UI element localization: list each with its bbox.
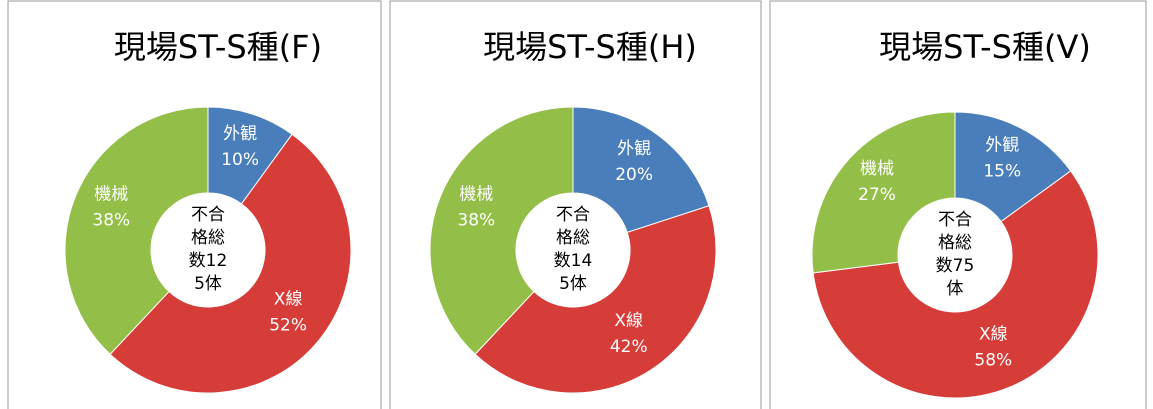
category-label: X線 <box>979 325 1008 345</box>
value-label: 20% <box>615 165 653 185</box>
donut-segment <box>954 111 1072 223</box>
panel <box>769 0 1147 409</box>
donut-segment <box>572 106 710 234</box>
value-label: 15% <box>983 161 1021 181</box>
donut-segment <box>429 106 574 355</box>
center-label: 不合格総数75体 <box>935 210 975 299</box>
category-label: X線 <box>274 289 303 309</box>
donut-segment <box>109 133 352 394</box>
category-label: 機械 <box>860 159 894 179</box>
donut-segment <box>474 205 717 394</box>
value-label: 52% <box>269 315 307 335</box>
chart-title: 現場ST-S種(V) <box>879 28 1091 66</box>
value-label: 27% <box>858 185 896 205</box>
chart-title: 現場ST-S種(H) <box>483 28 697 66</box>
center-label: 不合格総数125体 <box>188 205 228 294</box>
value-label: 10% <box>221 150 259 170</box>
category-label: X線 <box>614 311 643 331</box>
category-label: 外観 <box>223 124 257 144</box>
category-label: 機械 <box>94 185 128 205</box>
panel <box>7 0 382 409</box>
value-label: 38% <box>457 211 495 231</box>
category-label: 外観 <box>985 135 1019 155</box>
donut-segment <box>812 170 1099 399</box>
center-label: 不合格総数145体 <box>553 205 593 294</box>
donut-segment <box>811 111 956 274</box>
category-label: 機械 <box>459 185 493 205</box>
category-label: 外観 <box>617 139 651 159</box>
value-label: 58% <box>974 351 1012 371</box>
value-label: 38% <box>92 211 130 231</box>
chart-title: 現場ST-S種(F) <box>114 28 322 66</box>
donut-segment <box>64 106 209 355</box>
value-label: 42% <box>610 337 648 357</box>
panel <box>389 0 762 409</box>
